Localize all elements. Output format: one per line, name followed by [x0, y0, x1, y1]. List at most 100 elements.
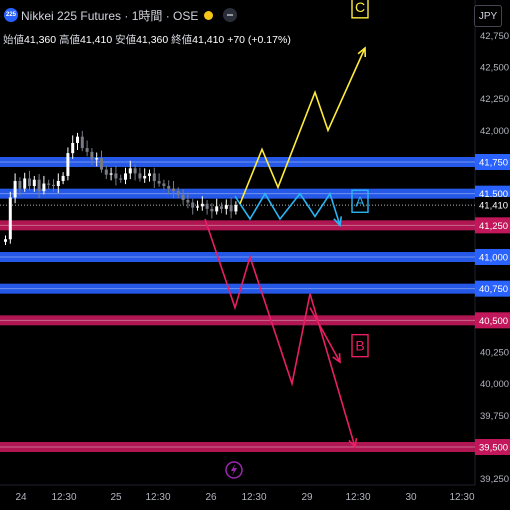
scenario-b-branch-path — [309, 307, 341, 363]
candle-body — [42, 183, 46, 192]
candle-body — [128, 168, 132, 174]
scenario-b-label-box — [351, 333, 369, 358]
open-label: 始値 — [3, 34, 24, 46]
candle-body — [124, 173, 127, 180]
price-tick-label: 42,500 — [480, 63, 509, 74]
time-tick-label: 12:30 — [51, 492, 76, 503]
candle-body — [23, 178, 27, 189]
level-price-tag — [475, 312, 510, 329]
candle-body — [61, 175, 65, 181]
current-price-tag — [475, 197, 510, 214]
level-price-tag — [475, 217, 510, 234]
candle-body — [13, 181, 17, 198]
level-price-label: 40,500 — [479, 316, 508, 327]
scenario-b-arrowhead — [348, 437, 358, 449]
candle-body — [47, 183, 51, 185]
currency-button[interactable]: JPY — [474, 5, 502, 27]
market-status-icon — [204, 10, 214, 20]
event-marker[interactable] — [225, 461, 243, 479]
level-band — [0, 188, 475, 199]
candle-body — [210, 208, 214, 212]
candle-body — [196, 206, 199, 208]
candle-body — [133, 168, 137, 174]
scenario-b-label: B — [355, 338, 364, 354]
level-band — [0, 157, 475, 167]
close-value: 41,410 — [192, 34, 225, 46]
candle-body — [71, 143, 75, 154]
candle-body — [172, 188, 175, 192]
price-tick-label: 40,000 — [480, 379, 509, 390]
time-tick-label: 26 — [205, 492, 217, 503]
candle-body — [176, 191, 180, 195]
time-tick-label: 24 — [15, 492, 27, 503]
high-label: 高値 — [59, 34, 81, 46]
candle-body — [109, 173, 113, 175]
candle-body — [181, 194, 185, 200]
level-price-tag — [475, 249, 510, 265]
change-value: +70 (+0.17%) — [227, 34, 291, 46]
candle-body — [32, 179, 36, 187]
lightning-bolt — [231, 464, 237, 476]
scenario-c-label: C — [355, 0, 365, 15]
candle-body — [56, 181, 60, 187]
candle-body — [162, 183, 166, 187]
candle-body — [37, 179, 41, 192]
high-value: 41,410 — [80, 34, 113, 46]
level-band — [0, 220, 475, 231]
level-price-label: 41,500 — [479, 189, 508, 200]
candle-body — [186, 200, 190, 203]
candle-body — [157, 181, 161, 184]
candle-body — [220, 206, 223, 209]
level-price-tag — [475, 439, 510, 455]
candle-body — [143, 175, 147, 179]
price-tick-label: 40,250 — [480, 348, 509, 359]
time-tick-label: 12:30 — [345, 492, 370, 503]
candle-body — [100, 158, 103, 170]
candle-body — [52, 184, 55, 187]
level-price-tag — [475, 280, 510, 297]
candle-body — [119, 178, 123, 180]
time-tick-label: 12:30 — [241, 492, 266, 503]
scenario-c-path — [239, 47, 366, 205]
candle-body — [76, 136, 79, 143]
candle-body — [18, 181, 22, 189]
candle-body — [191, 202, 195, 208]
price-tick-label: 39,750 — [480, 411, 509, 422]
symbol-badge: 225 — [4, 8, 18, 22]
candle-body — [66, 153, 70, 176]
price-tick-label: 42,750 — [480, 31, 509, 42]
level-price-tag — [475, 154, 510, 170]
lightning-icon — [225, 461, 243, 479]
candle-body — [80, 136, 84, 149]
price-tick-label: 42,250 — [480, 94, 509, 105]
time-tick-label: 30 — [405, 492, 417, 503]
candle-body — [152, 173, 156, 181]
scenario-a-path — [234, 191, 341, 226]
collapse-icon[interactable] — [223, 8, 238, 22]
candle-body — [90, 151, 94, 160]
candle-body — [229, 205, 233, 212]
level-price-label: 41,750 — [479, 158, 508, 169]
level-price-label: 41,250 — [479, 221, 508, 232]
low-label: 安値 — [115, 34, 137, 46]
scenario-a-label: A — [355, 193, 365, 209]
current-price-label: 41,410 — [479, 201, 508, 212]
level-band — [0, 252, 475, 262]
candle-body — [167, 186, 171, 189]
scenario-a-arrowhead — [333, 216, 343, 228]
scenario-b-path — [204, 218, 356, 448]
candle-body — [205, 203, 209, 209]
candle-body — [234, 205, 238, 212]
candle-body — [4, 239, 7, 242]
level-band — [0, 315, 475, 326]
level-price-label: 41,000 — [479, 253, 508, 264]
chart-header: 225 Nikkei 225 Futures · 1時間 · OSE — [4, 6, 238, 24]
level-price-label: 40,750 — [479, 284, 508, 295]
candle-body — [138, 173, 142, 179]
scenario-c-label-box — [351, 0, 369, 19]
open-value: 41,360 — [24, 34, 57, 46]
chart-title[interactable]: Nikkei 225 Futures · 1時間 · OSE — [21, 8, 199, 23]
candle-body — [200, 203, 204, 207]
scenario-b-branch-arrowhead — [332, 353, 341, 364]
